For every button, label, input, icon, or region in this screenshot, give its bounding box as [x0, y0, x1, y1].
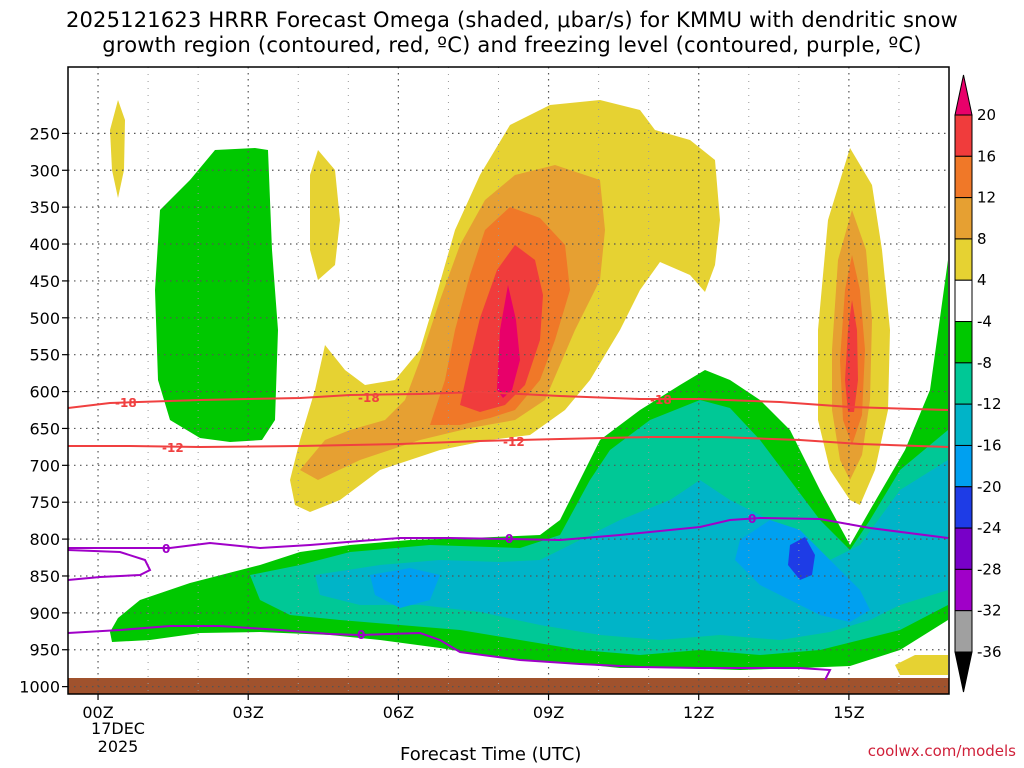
y-tick-label: 300	[29, 161, 60, 180]
y-tick-label: 600	[29, 383, 60, 402]
shade-pos4-small	[310, 150, 340, 280]
colorbar-label: -16	[977, 436, 1002, 454]
colorbar-label: -24	[977, 519, 1002, 537]
date-label-line1: 17DEC	[91, 719, 145, 738]
colorbar-bottom-arrow	[954, 651, 973, 693]
colorbar-top-arrow	[954, 74, 973, 116]
y-tick-label: 650	[29, 419, 60, 438]
y-tick-label: 800	[29, 530, 60, 549]
y-tick-label: 700	[29, 456, 60, 475]
colorbar-label: 12	[977, 189, 996, 207]
colorbar-segment	[954, 114, 973, 157]
omega-shading	[110, 100, 948, 675]
colorbar-label: 20	[977, 106, 996, 124]
dgz-label-minus12-a: -12	[162, 441, 184, 455]
dgz-label-minus18-b: -18	[358, 391, 380, 405]
shade-pos4-tiny	[110, 100, 125, 198]
x-tick-label: 00Z	[82, 703, 113, 722]
chart-title: 2025121623 HRRR Forecast Omega (shaded, …	[0, 8, 1024, 58]
colorbar-segment	[954, 444, 973, 488]
x-axis: 00Z 03Z 06Z 09Z 12Z 15Z	[82, 694, 865, 722]
y-tick-label: 750	[29, 493, 60, 512]
shade-pos4-corner	[895, 655, 948, 675]
colorbar-label: -8	[977, 354, 992, 372]
colorbar-label: -28	[977, 560, 1002, 578]
date-label-line2: 2025	[98, 737, 139, 756]
dgz-contour-minus12	[68, 436, 949, 449]
colorbar-segment	[954, 486, 973, 529]
freezing-label-d: 0	[357, 628, 365, 642]
y-tick-label: 500	[29, 309, 60, 328]
freezing-contour-lobe	[68, 549, 152, 581]
colorbar-segment	[954, 362, 973, 405]
y-tick-label: 250	[29, 124, 60, 143]
shade-neg4-upper	[155, 148, 278, 442]
dgz-contour-minus18	[68, 390, 949, 411]
freezing-label-b: 0	[505, 532, 513, 546]
colorbar-label: -12	[977, 395, 1002, 413]
y-tick-label: 400	[29, 235, 60, 254]
ground-band	[68, 678, 949, 694]
plot-frame	[67, 66, 950, 695]
colorbar-label: 4	[977, 271, 987, 289]
colorbar-segment	[954, 238, 973, 281]
gridlines	[68, 67, 949, 694]
colorbar-segment	[954, 527, 973, 570]
x-tick-label: 09Z	[533, 703, 564, 722]
colorbar-label: -32	[977, 602, 1002, 620]
colorbar-label: -4	[977, 313, 992, 331]
shade-pos16-right	[845, 300, 858, 412]
shade-neg20	[788, 537, 815, 580]
title-line-1: 2025121623 HRRR Forecast Omega (shaded, …	[65, 8, 959, 32]
y-tick-label: 1000	[19, 678, 60, 697]
x-axis-title: Forecast Time (UTC)	[400, 744, 582, 765]
x-tick-label: 03Z	[233, 703, 264, 722]
freezing-label-c: 0	[748, 512, 756, 526]
colorbar-segment	[954, 155, 973, 199]
shade-pos20	[497, 285, 520, 398]
x-tick-label: 06Z	[383, 703, 414, 722]
y-axis: 250 300 350 400 450 500 550 600 650 700 750 800 850 9…	[19, 124, 68, 697]
colorbar-segment	[954, 321, 973, 364]
x-tick-label: 12Z	[683, 703, 714, 722]
colorbar-segment	[954, 279, 973, 323]
y-tick-label: 450	[29, 272, 60, 291]
y-tick-label: 350	[29, 198, 60, 217]
y-tick-label: 900	[29, 604, 60, 623]
colorbar-label: -36	[977, 643, 1002, 661]
credit-text: coolwx.com/models	[867, 742, 1016, 760]
colorbar-segment	[954, 197, 973, 240]
x-tick-label: 15Z	[833, 703, 864, 722]
dgz-label-minus12-b: -12	[503, 435, 525, 449]
freezing-label-a: 0	[162, 542, 170, 556]
y-tick-label: 850	[29, 567, 60, 586]
colorbar-segment	[954, 568, 973, 612]
colorbar-segment	[954, 403, 973, 446]
isotherm-contours	[68, 390, 949, 681]
shade-neg16-b	[370, 568, 440, 608]
colorbar-segment	[954, 610, 973, 653]
dgz-label-minus18-a: -18	[115, 396, 137, 410]
freezing-contour-lower	[68, 625, 832, 681]
colorbar: 20 16 12 8 4 -4 -8 -12 -16 -20 -24 -28 -32 -36	[954, 74, 1002, 693]
dgz-label-minus18-c: -18	[650, 393, 672, 407]
y-tick-label: 550	[29, 346, 60, 365]
freezing-contour-upper	[68, 516, 949, 550]
y-tick-label: 950	[29, 641, 60, 660]
contour-labels: -18 -18 -18 -12 -12 0 0 0 0	[115, 391, 756, 642]
colorbar-label: -20	[977, 478, 1002, 496]
colorbar-label: 16	[977, 147, 996, 165]
title-line-2: growth region (contoured, red, ºC) and f…	[102, 33, 922, 57]
colorbar-label: 8	[977, 230, 987, 248]
